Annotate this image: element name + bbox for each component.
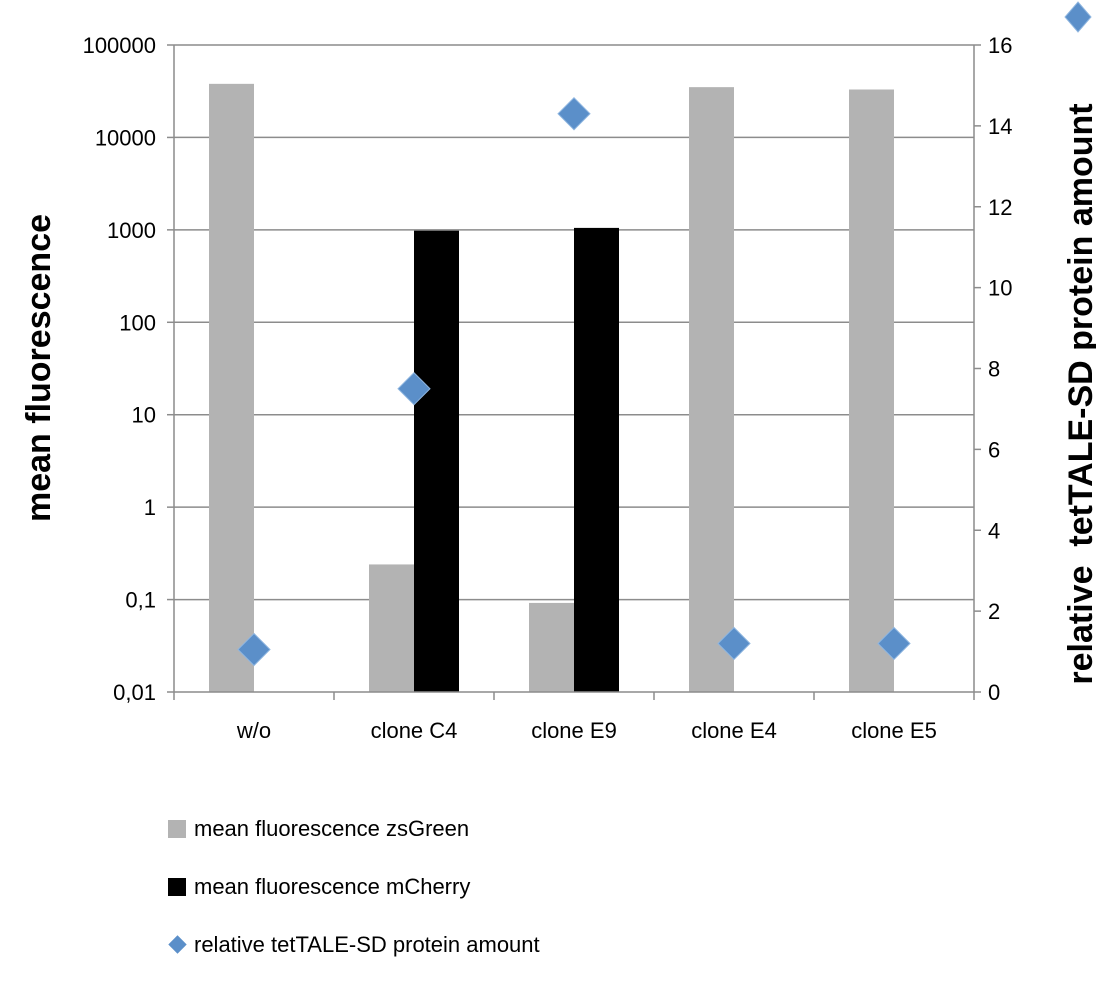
category-label: clone E9: [531, 718, 617, 743]
bar-zsgreen: [209, 83, 254, 692]
category-label: clone E4: [691, 718, 777, 743]
axes: [167, 44, 981, 700]
protein-amount-marker: [557, 97, 591, 131]
right-tick-label: 6: [988, 437, 1000, 462]
category-label: clone C4: [371, 718, 458, 743]
category-label: clone E5: [851, 718, 937, 743]
protein-amount-marker: [877, 626, 911, 661]
left-tick-label: 1: [144, 495, 156, 520]
left-tick-label: 10000: [95, 125, 156, 150]
bar-mcherry: [414, 230, 459, 693]
left-tick-label: 0,01: [113, 680, 156, 705]
left-tick-label: 100000: [83, 33, 156, 58]
protein-amount-marker: [397, 372, 431, 406]
right-tick-label: 16: [988, 33, 1012, 58]
y-left-axis-title: mean fluorescence: [20, 214, 58, 522]
legend-label-mcherry: mean fluorescence mCherry: [194, 874, 471, 899]
bar-mcherry: [574, 227, 619, 692]
legend-swatch-mcherry: [168, 878, 186, 896]
right-tick-label: 10: [988, 276, 1012, 301]
markers: [237, 97, 911, 667]
protein-amount-marker: [237, 632, 271, 667]
bar-zsgreen: [849, 89, 894, 693]
left-tick-label: 10: [132, 403, 156, 428]
legend-swatch-zsgreen: [168, 820, 186, 838]
left-tick-label: 0,1: [125, 588, 156, 613]
right-axis-title-diamond-marker: [1064, 1, 1092, 33]
right-tick-label: 2: [988, 599, 1000, 624]
protein-amount-marker: [717, 626, 751, 661]
y-right-axis-title: relative tetTALE-SD protein amount: [1062, 103, 1096, 684]
right-tick-label: 12: [988, 195, 1012, 220]
left-tick-label: 100: [119, 310, 156, 335]
bar-zsgreen: [369, 564, 414, 692]
bar-zsgreen: [529, 602, 574, 692]
right-tick-label: 4: [988, 518, 1000, 543]
category-label: w/o: [236, 718, 271, 743]
right-tick-labels: 0 2 4 6 8 10 12 14 16: [988, 33, 1012, 705]
bar-zsgreen: [689, 87, 734, 693]
right-tick-label: 8: [988, 357, 1000, 382]
category-labels: w/o clone C4 clone E9 clone E4 clone E5: [236, 718, 937, 743]
left-tick-labels: 0,01 0,1 1 10 100 1000 10000 100000: [83, 33, 156, 705]
right-tick-label: 0: [988, 680, 1000, 705]
left-tick-label: 1000: [107, 218, 156, 243]
legend-label-zsgreen: mean fluorescence zsGreen: [194, 816, 470, 841]
legend-label-protein: relative tetTALE-SD protein amount: [194, 932, 540, 957]
right-tick-label: 14: [988, 114, 1012, 139]
bars: [209, 83, 894, 693]
